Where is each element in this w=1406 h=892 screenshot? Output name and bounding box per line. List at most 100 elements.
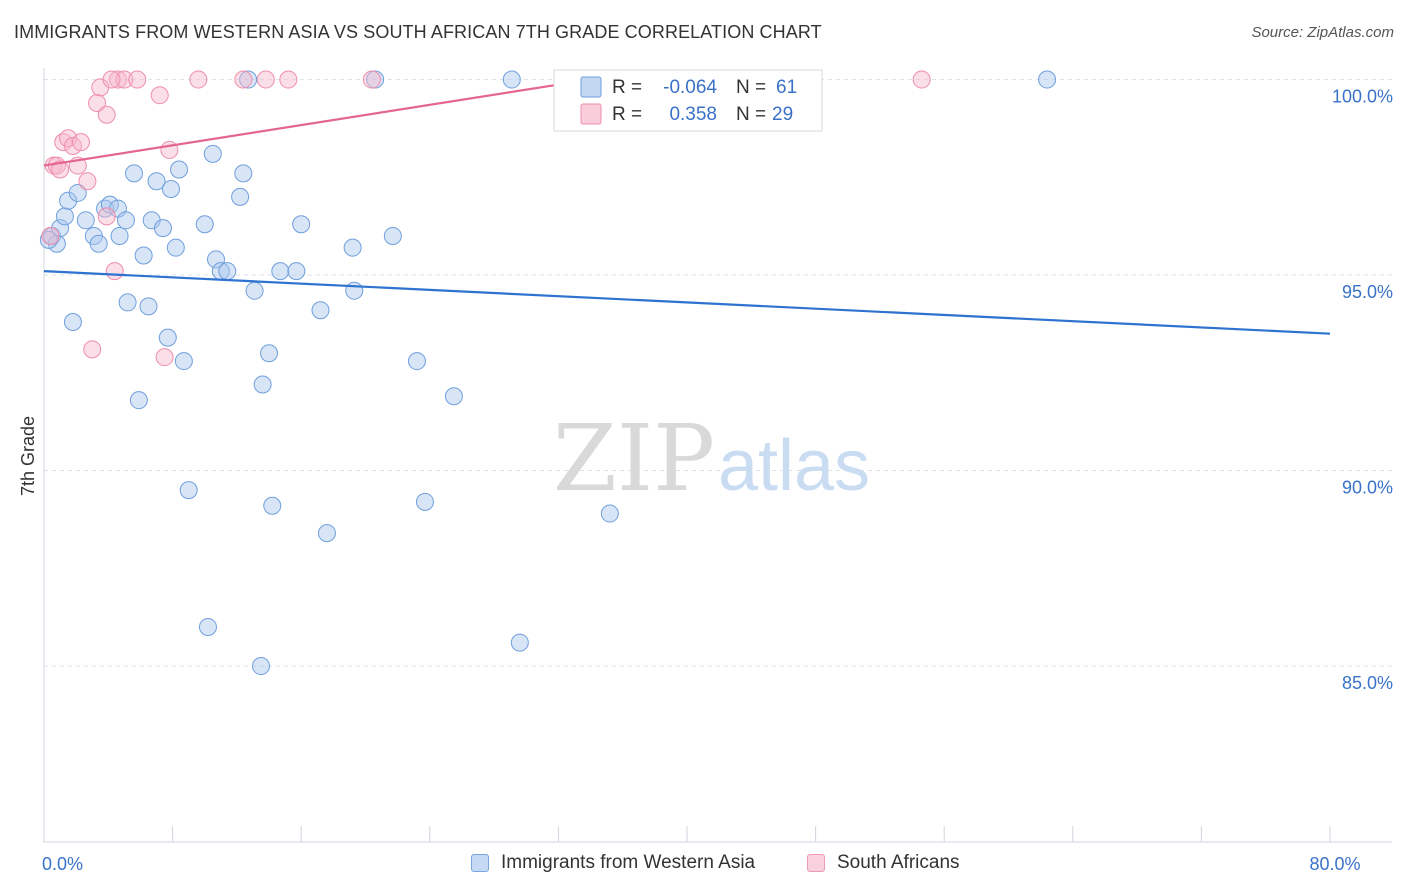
data-point-pink	[279, 70, 298, 89]
data-point-pink	[51, 160, 70, 179]
x-tick-label: 80.0%	[1309, 854, 1360, 874]
y-tick-label: 95.0%	[1342, 282, 1393, 302]
data-point-blue	[1038, 70, 1057, 89]
y-tick-label: 85.0%	[1342, 673, 1393, 693]
data-point-blue	[76, 211, 95, 230]
data-point-pink	[108, 70, 127, 89]
legend-top: R = -0.064 N = 61 R = 0.358 N = 29	[553, 69, 823, 132]
data-point-blue	[110, 226, 129, 245]
data-point-blue	[118, 293, 137, 312]
legend-pink-n-value: 29	[772, 104, 793, 125]
y-tick-label: 100.0%	[1332, 87, 1393, 107]
data-point-blue	[55, 207, 74, 226]
data-point-pink	[88, 94, 107, 113]
data-point-blue	[153, 219, 172, 238]
trend-line-pink	[43, 78, 591, 167]
data-point-blue	[271, 262, 290, 281]
data-point-blue	[125, 164, 144, 183]
data-point-blue	[89, 234, 108, 253]
data-point-pink	[102, 70, 121, 89]
legend-pink-swatch	[580, 103, 602, 125]
data-point-blue	[195, 215, 214, 234]
data-point-pink	[150, 86, 169, 105]
axis-layer: 100.0% 95.0% 90.0% 85.0% 0.0% 80.0%	[42, 68, 1393, 874]
x-tick-label: 0.0%	[42, 854, 83, 874]
data-point-blue	[383, 226, 402, 245]
data-point-blue	[415, 492, 434, 511]
data-point-blue	[129, 391, 148, 410]
data-point-pink	[912, 70, 931, 89]
points-layer	[39, 70, 1057, 676]
data-point-pink	[97, 207, 116, 226]
legend-blue-r-label: R =	[612, 77, 642, 98]
data-point-blue	[59, 191, 78, 210]
legend-item-western-asia: Immigrants from Western Asia	[471, 852, 755, 874]
data-point-blue	[444, 387, 463, 406]
data-point-pink	[97, 105, 116, 124]
legend-item-south-africans: South Africans	[807, 852, 960, 874]
data-point-blue	[203, 144, 222, 163]
watermark-atlas: atlas	[718, 426, 870, 506]
data-point-pink	[234, 70, 253, 89]
data-point-blue	[116, 211, 135, 230]
data-point-pink	[362, 70, 381, 89]
data-point-blue	[134, 246, 153, 265]
data-point-blue	[292, 215, 311, 234]
legend-label-south-africans: South Africans	[837, 852, 960, 873]
data-point-pink	[83, 340, 102, 359]
data-point-blue	[311, 301, 330, 320]
legend-bottom: Immigrants from Western Asia South Afric…	[0, 852, 1406, 878]
watermark: ZIP atlas	[553, 405, 870, 512]
chart-title: IMMIGRANTS FROM WESTERN ASIA VS SOUTH AF…	[14, 22, 822, 42]
data-point-pink	[155, 348, 174, 367]
legend-label-western-asia: Immigrants from Western Asia	[501, 852, 756, 873]
trend-layer	[43, 78, 1331, 335]
data-point-blue	[231, 187, 250, 206]
data-point-pink	[256, 70, 275, 89]
data-point-blue	[234, 164, 253, 183]
data-point-blue	[147, 172, 166, 191]
y-axis-label: 7th Grade	[18, 416, 38, 496]
data-point-blue	[407, 352, 426, 371]
data-point-blue	[239, 70, 258, 89]
data-point-blue	[253, 375, 272, 394]
legend-pink-r-value: 0.358	[669, 104, 717, 125]
data-point-blue	[245, 281, 264, 300]
data-point-blue	[218, 262, 237, 281]
data-point-blue	[207, 250, 226, 269]
legend-pink-n-label: N =	[736, 104, 766, 125]
legend-blue-n-value: 61	[776, 77, 797, 98]
legend-blue-r-value: -0.064	[663, 77, 717, 98]
data-point-blue	[170, 160, 189, 179]
data-point-blue	[179, 481, 198, 500]
data-point-blue	[63, 312, 82, 331]
data-point-pink	[71, 133, 90, 152]
data-point-blue	[158, 328, 177, 347]
data-point-blue	[263, 496, 282, 515]
data-point-pink	[105, 262, 124, 281]
data-point-pink	[78, 172, 97, 191]
data-point-blue	[198, 617, 217, 636]
data-point-pink	[128, 70, 147, 89]
data-point-pink	[41, 226, 60, 245]
legend-pink-r-label: R =	[612, 104, 642, 125]
data-point-blue	[68, 183, 87, 202]
data-point-pink	[189, 70, 208, 89]
legend-blue-swatch	[580, 76, 602, 98]
trend-line-blue	[43, 270, 1331, 335]
data-point-blue	[252, 657, 271, 676]
data-point-blue	[174, 352, 193, 371]
data-point-blue	[600, 504, 619, 523]
data-point-blue	[343, 238, 362, 257]
data-point-blue	[260, 344, 279, 363]
data-point-blue	[139, 297, 158, 316]
source-label: Source: ZipAtlas.com	[1251, 24, 1394, 41]
legend-swatch-blue	[471, 854, 489, 872]
data-point-blue	[51, 219, 70, 238]
data-point-blue	[161, 180, 180, 199]
legend-blue-n-label: N =	[736, 77, 766, 98]
data-point-blue	[502, 70, 521, 89]
y-tick-label: 90.0%	[1342, 478, 1393, 498]
data-point-blue	[317, 524, 336, 543]
